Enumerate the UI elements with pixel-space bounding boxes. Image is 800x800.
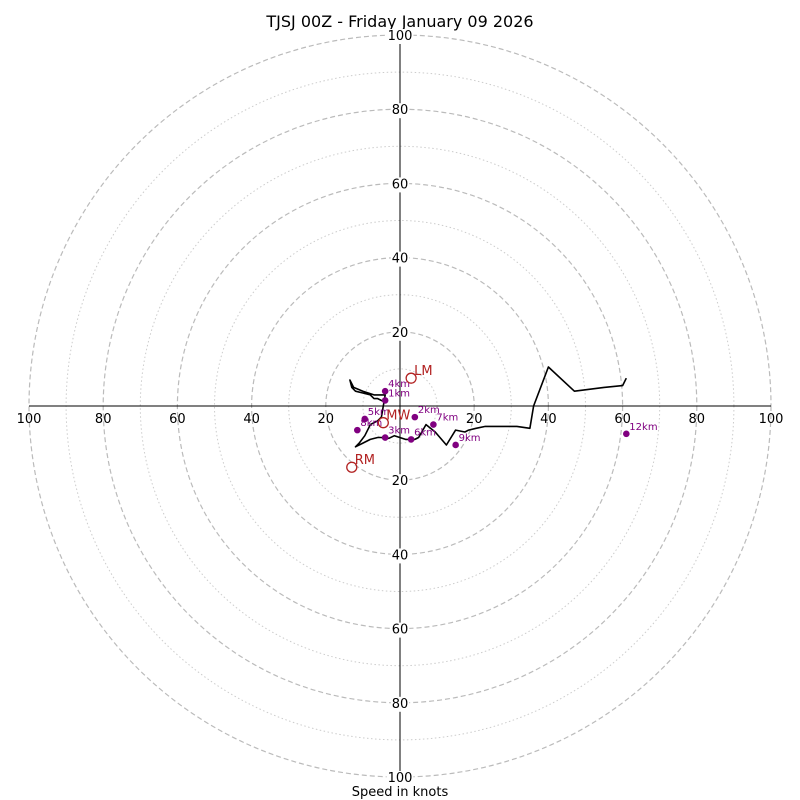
- height-marker-2km: [411, 413, 419, 421]
- y-tick-label: 20: [392, 326, 409, 341]
- x-tick-label: 40: [243, 412, 260, 427]
- height-marker-1km: [381, 397, 389, 404]
- motion-label-mw: MW: [386, 409, 410, 424]
- x-tick-label: 20: [318, 412, 335, 427]
- chart-title: TJSJ 00Z - Friday January 09 2026: [265, 12, 533, 31]
- height-marker-6km: [407, 436, 415, 443]
- y-tick-label: 100: [388, 771, 413, 786]
- x-tick-label: 100: [759, 412, 784, 427]
- y-tick-backing: [390, 696, 410, 712]
- height-marker-label-9km: 9km: [459, 433, 481, 444]
- storm-motion-markers: LM RM MW: [346, 364, 433, 473]
- height-marker-label-3km: 3km: [388, 426, 410, 437]
- y-tick-backing: [386, 771, 414, 786]
- height-marker-5km: [361, 415, 369, 423]
- height-marker-3km: [381, 434, 389, 441]
- y-tick-backing: [390, 474, 410, 490]
- y-tick-backing: [386, 29, 414, 44]
- height-marker-7km: [430, 421, 437, 428]
- motion-label-rm: RM: [355, 453, 375, 468]
- y-tick-label: 100: [388, 29, 413, 44]
- y-tick-label: 80: [392, 697, 409, 712]
- height-marker-label-12km: 12km: [629, 422, 657, 433]
- motion-marker-rm: [346, 461, 358, 473]
- height-marker-label-4km: 4km: [388, 379, 410, 390]
- motion-marker-mw: [377, 417, 389, 429]
- x-axis-label: Speed in knots: [352, 785, 449, 800]
- height-marker-4km: [381, 387, 389, 395]
- y-tick-backing: [390, 251, 410, 267]
- y-tick-backing: [390, 103, 410, 119]
- x-tick-label: 80: [95, 412, 112, 427]
- y-tick-label: 60: [392, 623, 409, 638]
- x-tick-label: 100: [17, 412, 42, 427]
- y-tick-backing: [390, 622, 410, 638]
- x-tick-label: 60: [169, 412, 186, 427]
- y-tick-label: 80: [392, 103, 409, 118]
- x-tick-label: 40: [540, 412, 557, 427]
- x-tick-label: 60: [614, 412, 631, 427]
- axes: [29, 35, 771, 777]
- y-tick-backing: [390, 325, 410, 341]
- y-tick-backing: [390, 177, 410, 193]
- height-marker-label-5km: 5km: [368, 407, 390, 418]
- y-tick-label: 40: [392, 548, 409, 563]
- y-tick-label: 40: [392, 252, 409, 267]
- height-marker-label-2km: 2km: [418, 405, 440, 416]
- x-tick-label: 20: [466, 412, 483, 427]
- height-marker-label-7km: 7km: [436, 413, 458, 424]
- height-marker-label-8km: 8km: [360, 418, 382, 429]
- y-tick-label: 20: [392, 474, 409, 489]
- height-marker-label-6km: 6km: [414, 427, 436, 438]
- height-marker-12km: [623, 430, 630, 438]
- height-marker-8km: [354, 426, 361, 434]
- y-tick-backing: [390, 548, 410, 564]
- height-marker-9km: [452, 441, 459, 449]
- motion-label-lm: LM: [414, 364, 432, 379]
- motion-marker-lm: [405, 372, 417, 384]
- x-tick-label: 80: [689, 412, 706, 427]
- tick-labels: 100 100 80 80 60 60 40 40 20 20 20 20 40 40 60 60 80 80 10…: [17, 29, 784, 786]
- height-marker-label-1km: 1km: [388, 388, 410, 399]
- y-tick-label: 60: [392, 177, 409, 192]
